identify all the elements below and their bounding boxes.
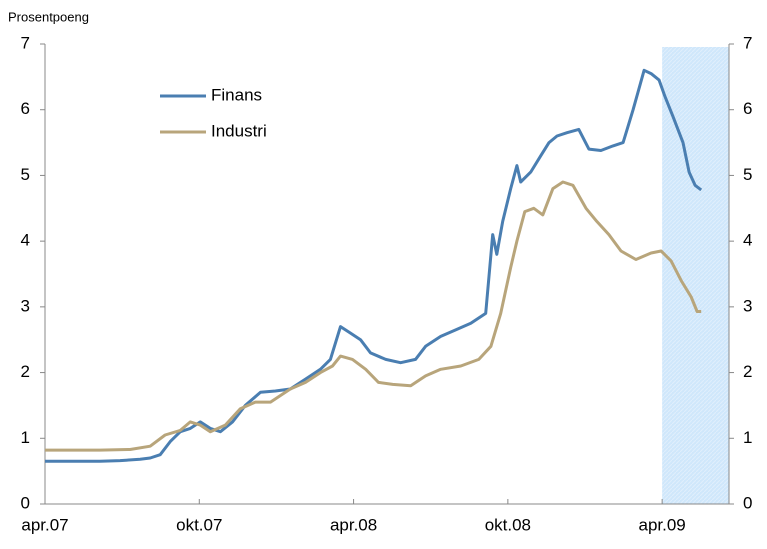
y-axis-label: Prosentpoeng xyxy=(8,9,89,24)
series-line xyxy=(45,180,702,452)
y-tick-label: 6 xyxy=(21,99,30,118)
y2-tick-label: 0 xyxy=(743,493,752,512)
shaded-period-hatch xyxy=(662,47,729,504)
y-tick-label: 5 xyxy=(21,165,30,184)
y2-tick-label: 4 xyxy=(743,231,752,250)
x-tick-label: apr.07 xyxy=(21,515,68,534)
y-tick-label: 3 xyxy=(21,296,30,315)
x-tick-label: apr.09 xyxy=(639,515,686,534)
y2-tick-label: 7 xyxy=(743,33,752,52)
legend-label: Industri xyxy=(211,121,267,140)
y-tick-label: 0 xyxy=(21,493,30,512)
y2-tick-label: 5 xyxy=(743,165,752,184)
y2-tick-label: 6 xyxy=(743,99,752,118)
y2-tick-label: 3 xyxy=(743,296,752,315)
x-tick-label: okt.07 xyxy=(176,515,222,534)
y-tick-label: 4 xyxy=(21,231,30,250)
legend-label: Finans xyxy=(211,85,262,104)
series-line xyxy=(45,68,703,463)
y2-tick-label: 2 xyxy=(743,362,752,381)
y-tick-label: 1 xyxy=(21,428,30,447)
y-tick-label: 2 xyxy=(21,362,30,381)
x-tick-label: apr.08 xyxy=(330,515,377,534)
y-tick-label: 7 xyxy=(21,33,30,52)
y2-tick-label: 1 xyxy=(743,428,752,447)
x-tick-label: okt.08 xyxy=(485,515,531,534)
